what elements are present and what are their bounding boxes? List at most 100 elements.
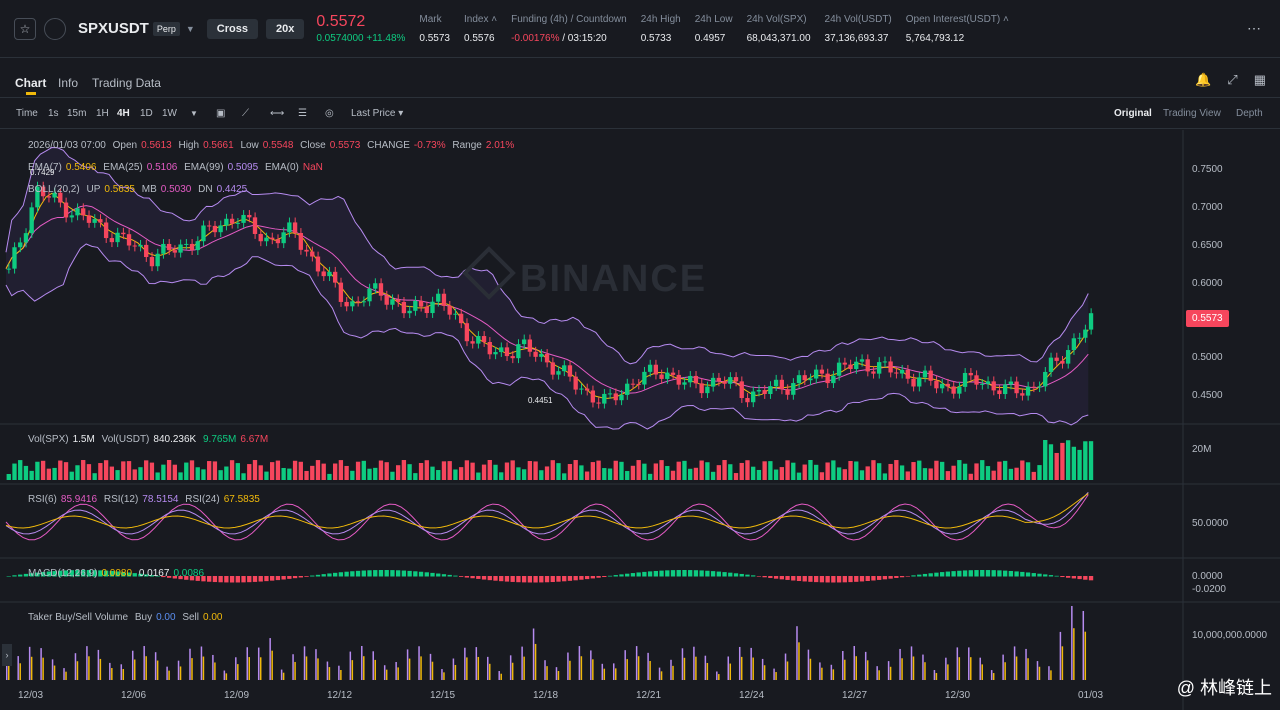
interval-1h[interactable]: 1H: [96, 108, 109, 119]
symbol-name[interactable]: SPXUSDT: [78, 20, 149, 37]
volume-bar: [882, 473, 888, 480]
candle: [619, 394, 624, 401]
symbol-dropdown-icon[interactable]: ▼: [185, 23, 195, 34]
taker-buy-bar: [853, 646, 855, 680]
candle: [424, 306, 429, 314]
target-icon[interactable]: ◎: [325, 108, 334, 119]
candle: [270, 237, 275, 240]
tab-trading-data[interactable]: Trading Data: [92, 76, 161, 90]
tab-info[interactable]: Info: [58, 76, 79, 90]
taker-buy-bar: [750, 647, 752, 680]
interval-4h[interactable]: 4H: [117, 108, 130, 119]
candle: [149, 257, 155, 267]
taker-sell-bar: [385, 669, 388, 680]
compare-icon[interactable]: ⟷: [270, 108, 285, 119]
stat-open-interest: Open Interest(USDT) ˄ 5,764,793.12: [906, 14, 1009, 44]
stat-funding[interactable]: Funding (4h) / Countdown -0.00176% / 03:1…: [511, 14, 627, 44]
volume-bar: [556, 463, 561, 480]
volume-bar: [642, 463, 647, 480]
candle: [665, 372, 670, 379]
taker-buy-bar: [693, 646, 695, 680]
volume-bar: [905, 471, 910, 480]
candle: [980, 383, 985, 385]
taker-sell-bar: [145, 656, 147, 680]
volume-bar: [848, 460, 853, 480]
macd-bar: [476, 576, 481, 579]
volume-bar: [613, 460, 618, 480]
chart-toolbar: Time 1s 15m 1H 4H 1D 1W ▼ ▣ ⟋ ⟷ ☰ ◎ Last…: [0, 99, 1280, 129]
calendar-icon[interactable]: ▣: [216, 108, 226, 119]
taker-buy-bar: [475, 647, 478, 680]
fullscreen-icon[interactable]: ⤢: [1227, 72, 1238, 87]
x-tick: 12/15: [430, 690, 456, 701]
alert-bell-icon[interactable]: 🔔: [1195, 72, 1212, 87]
x-tick: 12/24: [739, 690, 765, 701]
candle: [951, 386, 956, 394]
volume-bar: [716, 465, 721, 480]
rsi12-line: [5, 491, 1089, 535]
volume-bar: [831, 460, 836, 480]
candle: [670, 372, 676, 375]
macd-bar: [642, 571, 647, 577]
macd-bar: [344, 571, 349, 577]
view-trading-view[interactable]: Trading View: [1163, 108, 1221, 119]
view-depth[interactable]: Depth: [1236, 108, 1263, 119]
volume-bar: [487, 460, 492, 480]
macd-bar: [81, 570, 86, 577]
candle: [710, 377, 716, 387]
volume-bar: [1071, 446, 1077, 480]
leverage-button[interactable]: 20x: [265, 18, 305, 39]
macd-bar: [367, 570, 372, 577]
price-type-select[interactable]: Last Price ▾: [351, 108, 404, 119]
volume-bar: [63, 462, 69, 480]
macd-bar: [63, 570, 69, 577]
macd-bar: [172, 576, 177, 579]
interval-15m[interactable]: 15m: [67, 108, 87, 119]
volume-bar: [539, 470, 544, 480]
tab-chart[interactable]: Chart: [15, 76, 47, 90]
view-original[interactable]: Original: [1114, 108, 1152, 119]
expand-panel-icon[interactable]: ›: [2, 644, 12, 666]
indicator-icon[interactable]: ⟋: [242, 108, 249, 119]
more-options-icon[interactable]: ⋯: [1247, 20, 1262, 36]
margin-mode-button[interactable]: Cross: [206, 18, 258, 39]
taker-sell-bar: [947, 664, 949, 680]
candle: [556, 371, 561, 375]
interval-1s[interactable]: 1s: [48, 108, 59, 119]
taker-buy-bar: [635, 646, 638, 680]
volume-bar: [602, 468, 607, 480]
macd-bar: [773, 576, 779, 579]
volume-bar: [275, 460, 281, 480]
interval-time[interactable]: Time: [16, 108, 38, 119]
candle: [189, 243, 195, 251]
taker-sell-bar: [580, 656, 583, 680]
macd-bar: [499, 576, 504, 582]
taker-buy-bar: [1048, 666, 1050, 680]
chart-tabs: Chart Info Trading Data 🔔 ⤢ ▦: [0, 60, 1280, 98]
interval-dropdown-icon[interactable]: ▼: [190, 109, 198, 118]
ticker-header: ☆ SPXUSDT Perp ▼ Cross 20x 0.5572 0.0574…: [0, 0, 1280, 58]
candlestick-chart[interactable]: [0, 130, 1280, 710]
interval-1w[interactable]: 1W: [162, 108, 177, 119]
volume-bar: [23, 465, 29, 480]
layout-grid-icon[interactable]: ▦: [1253, 72, 1266, 87]
macd-bar: [619, 574, 624, 577]
candle: [859, 359, 865, 362]
taker-sell-bar: [1038, 666, 1041, 680]
macd-bar: [321, 574, 326, 577]
candle: [922, 370, 928, 378]
x-tick: 12/03: [18, 690, 44, 701]
rsi24-line: [5, 493, 1089, 529]
favorite-star-icon[interactable]: ☆: [14, 17, 36, 40]
chart-area[interactable]: BINANCE 2026/01/03 07:00 Open 0.5613 High…: [0, 130, 1280, 710]
interval-1d[interactable]: 1D: [140, 108, 153, 119]
taker-sell-bar: [259, 657, 262, 680]
taker-sell-bar: [111, 668, 113, 680]
taker-sell-bar: [706, 662, 709, 680]
taker-sell-bar: [42, 657, 44, 680]
taker-buy-bar: [1002, 654, 1004, 680]
taker-buy-bar: [842, 651, 844, 680]
taker-buy-bar: [120, 664, 123, 680]
settings-icon[interactable]: ☰: [298, 108, 307, 119]
candle: [814, 369, 819, 379]
